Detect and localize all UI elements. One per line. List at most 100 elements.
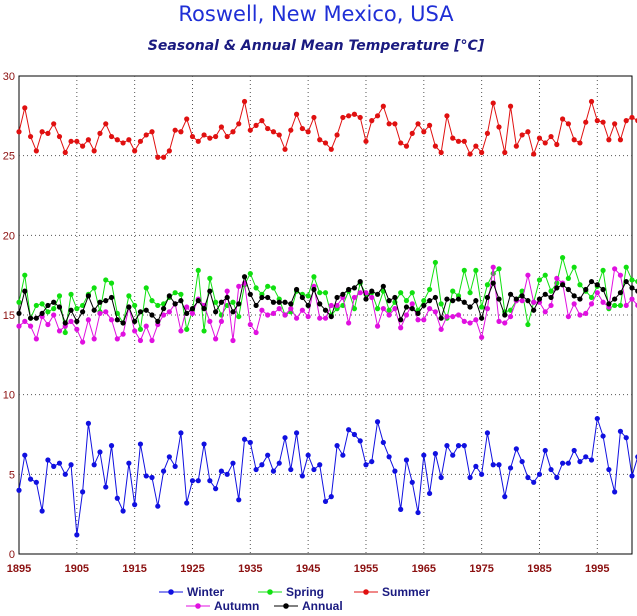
data-point-spring <box>311 274 317 280</box>
data-point-spring <box>247 270 253 277</box>
data-point-autumn <box>525 272 531 278</box>
data-point-annual <box>293 286 300 293</box>
data-point-summer <box>432 143 438 149</box>
data-point-summer <box>363 138 369 144</box>
data-point-autumn <box>288 306 294 312</box>
data-point-annual <box>230 309 236 315</box>
data-point-summer <box>467 151 473 157</box>
data-point-autumn <box>149 337 155 344</box>
data-point-annual <box>178 298 184 304</box>
data-point-winter <box>507 465 514 471</box>
data-point-summer <box>571 137 577 143</box>
data-point-autumn <box>299 307 305 313</box>
data-point-winter <box>479 471 485 477</box>
data-point-autumn <box>432 309 438 315</box>
data-point-annual <box>548 294 554 301</box>
y-tick-label: 20 <box>3 230 15 242</box>
data-point-autumn <box>490 264 496 270</box>
data-point-spring <box>236 313 242 320</box>
data-point-summer <box>577 140 583 146</box>
data-point-summer <box>247 127 253 133</box>
data-point-summer <box>282 146 288 152</box>
data-point-autumn <box>56 328 63 334</box>
data-point-annual <box>502 312 508 318</box>
data-point-autumn <box>357 290 363 296</box>
data-point-summer <box>74 138 80 144</box>
data-point-winter <box>502 494 508 500</box>
data-point-summer <box>22 105 28 111</box>
data-point-autumn <box>571 301 577 307</box>
data-point-summer <box>184 116 190 122</box>
data-point-annual <box>525 298 531 304</box>
data-point-spring <box>108 280 115 286</box>
data-point-annual <box>421 302 427 309</box>
data-point-summer <box>143 132 149 138</box>
data-point-summer <box>560 116 566 122</box>
data-point-annual <box>189 306 196 312</box>
data-point-summer <box>62 149 68 156</box>
data-point-summer <box>149 129 155 135</box>
data-point-autumn <box>519 298 525 304</box>
x-tick-label: 1905 <box>65 563 89 575</box>
data-point-winter <box>51 463 57 469</box>
data-point-winter <box>195 478 201 484</box>
data-point-winter <box>455 443 462 449</box>
data-point-spring <box>484 282 491 288</box>
data-point-autumn <box>328 302 334 309</box>
data-point-annual <box>403 304 410 310</box>
x-tick-label: 1955 <box>354 563 378 575</box>
x-tick-label: 1995 <box>585 563 609 575</box>
legend-marker-winter <box>168 589 174 595</box>
data-point-annual <box>126 304 132 310</box>
data-point-summer <box>450 135 456 141</box>
data-point-autumn <box>467 320 473 326</box>
data-point-summer <box>16 129 22 135</box>
data-point-annual <box>22 288 28 294</box>
data-point-annual <box>184 310 190 317</box>
data-point-winter <box>340 452 346 458</box>
data-point-summer <box>479 149 485 156</box>
data-point-annual <box>363 296 369 302</box>
data-point-winter <box>178 430 184 436</box>
data-point-summer <box>594 118 600 124</box>
y-tick-label: 5 <box>9 469 15 481</box>
data-point-spring <box>351 306 358 312</box>
legend-item-autumn: Autumn <box>186 599 259 613</box>
series-winter <box>16 415 637 538</box>
data-point-annual <box>132 318 138 324</box>
data-point-winter <box>276 460 282 466</box>
legend-item-winter: Winter <box>159 585 225 599</box>
data-point-winter <box>259 462 265 468</box>
data-point-winter <box>594 415 600 422</box>
data-point-autumn <box>542 309 548 315</box>
data-point-autumn <box>583 310 589 317</box>
data-point-autumn <box>137 337 144 344</box>
data-point-spring <box>507 307 514 313</box>
data-point-annual <box>299 294 305 301</box>
plot-area: 0 5 10 15 20 25 30 1895 1905 1915 1925 1935 1945 1955… <box>3 71 637 575</box>
data-point-autumn <box>588 301 595 307</box>
data-point-autumn <box>22 318 28 324</box>
data-point-winter <box>74 532 80 538</box>
data-point-spring <box>571 264 577 270</box>
data-point-spring <box>74 306 80 312</box>
data-point-annual <box>479 315 485 321</box>
data-point-autumn <box>507 313 514 320</box>
data-point-spring <box>270 285 277 291</box>
data-point-autumn <box>293 315 300 321</box>
data-point-annual <box>606 301 612 307</box>
data-point-spring <box>525 321 531 328</box>
data-point-autumn <box>369 294 375 301</box>
data-point-winter <box>531 479 537 485</box>
data-point-winter <box>213 486 219 492</box>
data-point-winter <box>201 441 207 447</box>
data-point-autumn <box>380 306 386 312</box>
legend-label-summer: Summer <box>382 585 430 599</box>
data-point-winter <box>293 430 300 436</box>
data-point-summer <box>565 121 571 127</box>
data-point-winter <box>606 466 612 473</box>
data-point-summer <box>392 121 398 127</box>
data-point-summer <box>178 129 184 135</box>
data-point-winter <box>392 468 398 474</box>
data-point-autumn <box>114 336 120 342</box>
